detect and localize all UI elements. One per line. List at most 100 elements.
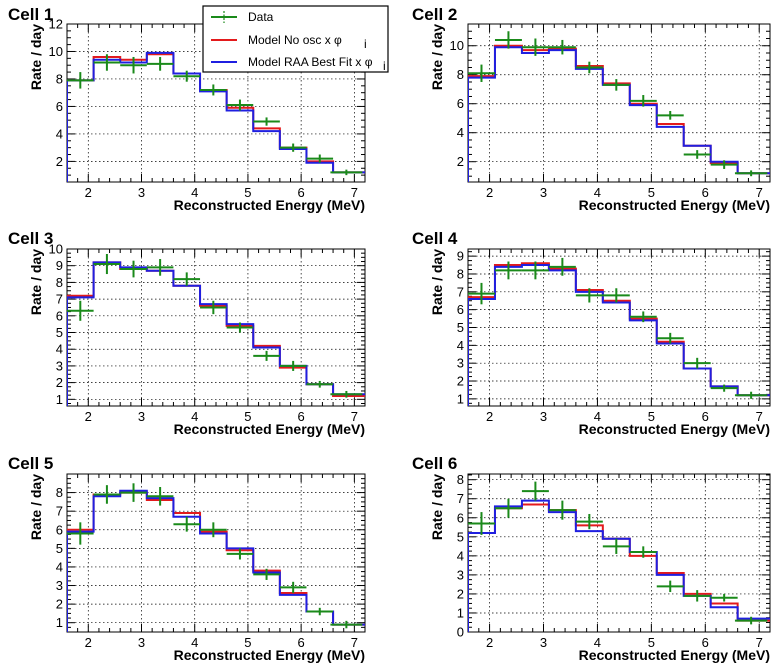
x-tick-label: 5 (648, 185, 655, 200)
y-axis-label: Rate / day (28, 474, 44, 540)
chart-title: Cell 1 (8, 5, 53, 24)
x-tick-label: 5 (244, 409, 251, 424)
legend-raa-label: Model RAA Best Fit x φ (248, 55, 373, 69)
x-tick-label: 4 (594, 635, 601, 650)
x-tick-label: 7 (351, 409, 358, 424)
x-tick-label: 7 (756, 409, 763, 424)
x-tick-label: 3 (138, 635, 145, 650)
x-tick-label: 2 (486, 409, 493, 424)
chart-title: Cell 2 (412, 5, 457, 24)
x-tick-label: 3 (540, 409, 547, 424)
y-tick-label: 2 (457, 374, 464, 389)
y-tick-label: 7 (56, 292, 63, 307)
y-tick-label: 6 (56, 522, 63, 537)
x-axis-label: Reconstructed Energy (MeV) (579, 197, 770, 213)
plot-frame (467, 473, 771, 633)
y-tick-label: 7 (457, 491, 464, 506)
y-tick-label: 2 (457, 154, 464, 169)
series-raa-line (468, 499, 770, 632)
chart-panel-5: Cell 5 2 3 4 5 6 7 1 2 3 4 5 6 7 8 Reconstructed Energy… (8, 454, 366, 663)
y-tick-label: 6 (56, 99, 63, 114)
x-tick-label: 2 (85, 185, 92, 200)
x-tick-label: 4 (191, 185, 198, 200)
x-tick-label: 5 (648, 635, 655, 650)
x-tick-label: 7 (351, 185, 358, 200)
x-axis-label: Reconstructed Energy (MeV) (579, 421, 770, 437)
x-tick-label: 6 (702, 635, 709, 650)
y-tick-label: 4 (56, 559, 63, 574)
y-tick-label: 1 (457, 605, 464, 620)
chart-panel-4: Cell 4 2 3 4 5 6 7 1 2 3 4 5 6 7 8 9 Reconstructed Energ… (412, 229, 771, 437)
y-tick-label: 4 (457, 125, 464, 140)
x-tick-label: 3 (138, 185, 145, 200)
x-tick-label: 7 (756, 635, 763, 650)
legend-data-label: Data (248, 10, 274, 24)
y-tick-label: 3 (56, 358, 63, 373)
series-raa-line (67, 51, 365, 182)
x-tick-label: 5 (648, 409, 655, 424)
series-raa-line (468, 264, 770, 406)
chart-title: Cell 6 (412, 454, 457, 473)
x-tick-label: 6 (298, 635, 305, 650)
x-tick-label: 3 (540, 635, 547, 650)
x-tick-label: 5 (244, 185, 251, 200)
x-axis-label: Reconstructed Energy (MeV) (174, 647, 365, 663)
y-tick-label: 2 (56, 597, 63, 612)
chart-title: Cell 4 (412, 229, 458, 248)
x-tick-label: 2 (486, 185, 493, 200)
legend-no-osc-label: Model No osc x φ (248, 33, 342, 47)
legend: Data Model No osc x φ i Model RAA Best Fit … (202, 5, 389, 73)
y-tick-label: 8 (56, 485, 63, 500)
x-tick-label: 4 (191, 409, 198, 424)
y-tick-label: 0 (457, 625, 464, 640)
series-raa-line (67, 261, 365, 406)
legend-no-osc-sub: i (364, 37, 367, 51)
y-tick-label: 3 (457, 356, 464, 371)
legend-raa-sub: i (383, 59, 386, 73)
x-tick-label: 5 (244, 635, 251, 650)
y-tick-label: 2 (56, 154, 63, 169)
y-axis-label: Rate / day (429, 474, 445, 540)
x-tick-label: 3 (138, 409, 145, 424)
y-tick-label: 2 (56, 375, 63, 390)
x-tick-label: 7 (351, 635, 358, 650)
y-axis-label: Rate / day (429, 24, 445, 90)
x-tick-label: 2 (85, 409, 92, 424)
y-tick-label: 4 (56, 342, 63, 357)
y-tick-label: 6 (457, 96, 464, 111)
y-tick-label: 6 (457, 302, 464, 317)
chart-panel-6: Cell 6 2 3 4 5 6 7 0 1 2 3 4 5 6 7 8 Reconstructed Energ… (412, 454, 771, 663)
x-tick-label: 4 (594, 185, 601, 200)
y-tick-label: 6 (56, 308, 63, 323)
y-tick-label: 1 (56, 392, 63, 407)
y-tick-label: 1 (56, 615, 63, 630)
x-tick-label: 6 (702, 185, 709, 200)
x-tick-label: 6 (298, 409, 305, 424)
x-tick-label: 6 (702, 409, 709, 424)
y-tick-label: 5 (56, 541, 63, 556)
y-tick-label: 3 (457, 567, 464, 582)
y-tick-label: 9 (56, 258, 63, 273)
y-tick-label: 5 (457, 320, 464, 335)
x-tick-label: 7 (756, 185, 763, 200)
chart-title: Cell 3 (8, 229, 53, 248)
y-tick-label: 5 (56, 325, 63, 340)
x-axis-label: Reconstructed Energy (MeV) (579, 647, 770, 663)
y-tick-label: 2 (457, 586, 464, 601)
y-tick-label: 3 (56, 578, 63, 593)
y-axis-label: Rate / day (429, 249, 445, 315)
y-axis-label: Rate / day (28, 249, 44, 315)
x-tick-label: 6 (298, 185, 305, 200)
x-tick-label: 2 (486, 635, 493, 650)
y-tick-label: 10 (49, 242, 63, 257)
x-tick-label: 2 (85, 635, 92, 650)
y-tick-label: 7 (457, 284, 464, 299)
series-raa-line (468, 46, 770, 182)
y-tick-label: 8 (56, 71, 63, 86)
y-tick-label: 9 (457, 249, 464, 264)
y-tick-label: 4 (56, 126, 63, 141)
y-tick-label: 7 (56, 504, 63, 519)
x-tick-label: 3 (540, 185, 547, 200)
